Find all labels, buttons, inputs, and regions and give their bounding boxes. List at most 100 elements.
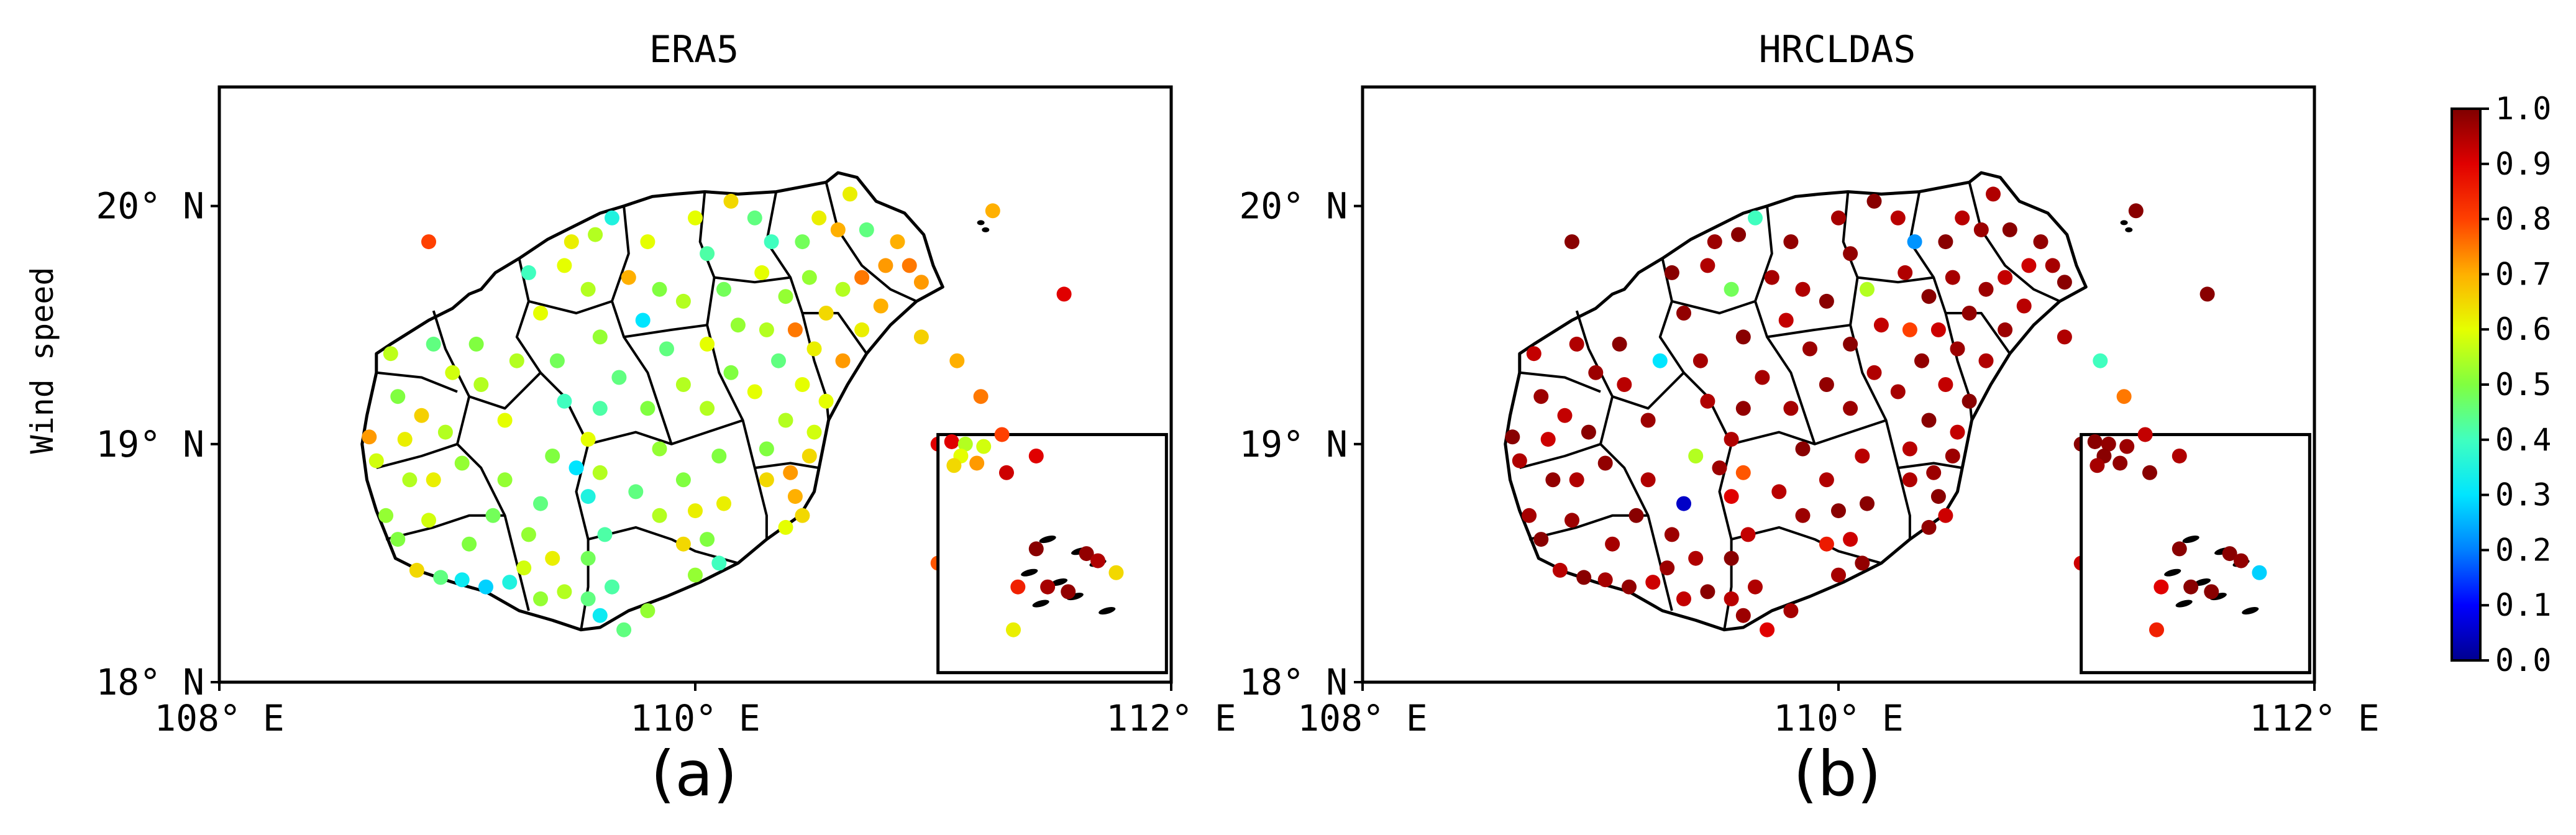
station-point — [640, 603, 655, 618]
station-point — [421, 513, 436, 528]
station-point — [1581, 424, 1596, 440]
station-point — [1700, 258, 1715, 273]
station-point — [1552, 562, 1568, 578]
station-point — [1735, 465, 1751, 480]
station-point — [787, 322, 803, 337]
county-border — [1766, 324, 1851, 339]
x-axis: 108° E 110° E 112° E — [1297, 682, 2380, 739]
station-point — [716, 281, 731, 297]
station-point — [859, 222, 874, 237]
station-point — [468, 336, 484, 352]
station-point — [1564, 513, 1579, 528]
station-point — [759, 441, 774, 457]
station-point — [368, 453, 384, 468]
station-point — [2199, 286, 2215, 302]
station-point — [2057, 329, 2072, 345]
station-point — [764, 234, 779, 250]
station-point — [1740, 527, 1756, 542]
colorbar-tick-label: 0.4 — [2495, 422, 2551, 458]
station-point — [1735, 329, 1751, 345]
station-point — [652, 508, 667, 523]
panel-era5: ERA5 108° E 110° E 112° E 18° N19° N20° N … — [96, 28, 1236, 810]
station-point — [1921, 289, 1937, 304]
station-point — [497, 472, 513, 488]
station-point — [580, 281, 596, 297]
station-point — [973, 389, 989, 404]
station-point — [1902, 441, 1917, 457]
station-point — [605, 210, 619, 226]
station-point — [2016, 298, 2032, 314]
station-point — [454, 455, 470, 471]
station-point — [605, 579, 619, 595]
station-point — [1612, 336, 1627, 352]
station-point — [2116, 389, 2132, 404]
x-tick-label: 108° E — [154, 697, 285, 739]
colorbar-tick-label: 0.1 — [2495, 587, 2551, 623]
inset-station-point — [1108, 565, 1124, 580]
station-point — [818, 393, 834, 409]
inset-station-point — [2101, 436, 2116, 452]
station-point — [640, 234, 655, 250]
station-point — [569, 460, 584, 476]
station-point — [1843, 532, 1858, 547]
station-point — [778, 519, 793, 535]
station-point — [549, 353, 565, 368]
small-island — [982, 227, 990, 232]
station-point — [730, 317, 746, 333]
station-point — [854, 270, 870, 285]
station-point — [1771, 484, 1787, 500]
station-point — [1855, 449, 1870, 463]
station-point — [1760, 622, 1775, 637]
station-point — [1724, 489, 1739, 504]
station-point — [854, 322, 870, 337]
station-point — [1522, 508, 1537, 523]
station-point — [1640, 413, 1656, 428]
station-point — [1557, 408, 1573, 423]
station-point — [557, 258, 572, 273]
station-point — [1645, 575, 1661, 590]
inset-station-point — [1090, 553, 1106, 568]
station-point — [1890, 210, 1906, 226]
station-point — [1724, 432, 1739, 447]
county-border — [623, 324, 708, 339]
station-point — [700, 532, 715, 547]
station-point — [1700, 393, 1715, 409]
station-point — [795, 234, 810, 250]
small-island — [977, 220, 985, 226]
station-point — [580, 489, 596, 504]
county-border — [1968, 181, 2061, 303]
county-border — [528, 299, 613, 314]
station-point — [1660, 560, 1675, 576]
station-point — [1950, 341, 1965, 357]
station-point — [1914, 353, 1929, 368]
station-point — [1930, 322, 1946, 337]
y-axis: 18° N 19° N 20° N — [96, 185, 219, 703]
reef-shape — [2242, 607, 2259, 615]
station-point — [454, 572, 470, 588]
county-border — [376, 442, 458, 470]
reef-shape — [2175, 600, 2193, 608]
station-point — [1533, 532, 1549, 547]
inset-station-point — [994, 427, 1010, 442]
station-point — [2057, 275, 2072, 290]
station-point — [1855, 555, 1870, 571]
inset-station-point — [2137, 427, 2153, 442]
station-point — [1778, 313, 1794, 328]
county-border — [588, 526, 739, 565]
map-layer — [360, 171, 1072, 637]
x-tick-label: 108° E — [1297, 697, 1428, 739]
station-point — [1512, 453, 1527, 468]
station-point — [433, 570, 449, 585]
station-point — [2033, 234, 2048, 250]
station-point — [878, 258, 893, 273]
station-point — [723, 193, 739, 209]
station-point — [1866, 193, 1882, 209]
station-point — [1860, 496, 1875, 511]
inset-station-point — [944, 434, 959, 449]
inset-map — [2080, 427, 2311, 675]
station-point — [437, 424, 453, 440]
inset-station-point — [1028, 448, 1044, 463]
station-point — [390, 532, 406, 547]
station-point — [383, 346, 398, 362]
station-point — [592, 608, 608, 623]
